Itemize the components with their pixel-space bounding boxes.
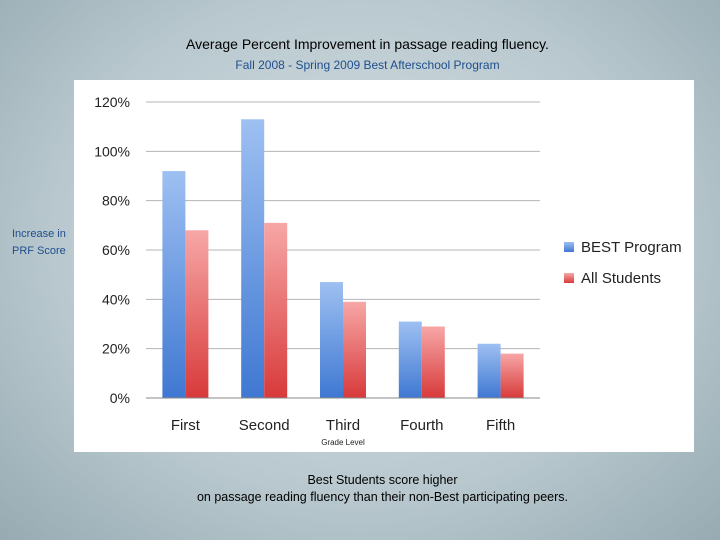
chart-panel: 0% 20% 40% 60% 80% 100% 120% First Second Third Fo… xyxy=(74,80,694,452)
bar-best-program-second xyxy=(241,119,265,398)
bar-chart: 0% 20% 40% 60% 80% 100% 120% First Second Third Fo… xyxy=(94,94,682,447)
legend-label: BEST Program xyxy=(581,239,682,256)
side-label-line-2: PRF Score xyxy=(12,245,66,257)
bar-best-program-third xyxy=(320,282,343,398)
bar-best-program-fifth xyxy=(477,343,501,398)
y-tick-label: 60% xyxy=(102,242,130,258)
x-tick-label: Third xyxy=(326,417,360,434)
y-tick-label: 80% xyxy=(102,193,130,209)
caption-line-1: Best Students score higher xyxy=(307,473,458,487)
caption: Best Students score higher on passage re… xyxy=(0,472,720,506)
caption-line-2: on passage reading fluency than their no… xyxy=(196,490,569,504)
x-tick-label: Fifth xyxy=(486,417,515,434)
bar-all-students-third xyxy=(343,301,366,398)
bar-all-students-fifth xyxy=(500,353,524,398)
x-tick-label: First xyxy=(171,417,201,434)
y-tick-label: 40% xyxy=(102,291,130,307)
y-tick-label: 120% xyxy=(94,94,130,110)
legend-label: All Students xyxy=(581,270,661,287)
x-axis-label: Grade Level xyxy=(321,438,365,447)
y-tick-label: 0% xyxy=(110,390,130,406)
chart-title: Average Percent Improvement in passage r… xyxy=(186,36,549,52)
bar-all-students-first xyxy=(185,230,209,398)
bar-best-program-fourth xyxy=(398,321,422,398)
x-tick-label: Fourth xyxy=(400,417,443,434)
y-axis-side-label: Increase in PRF Score xyxy=(12,226,76,260)
y-tick-label: 100% xyxy=(94,143,130,159)
legend-swatch-best-program xyxy=(564,242,574,252)
bar-best-program-first xyxy=(162,171,186,398)
chart-subtitle: Fall 2008 - Spring 2009 Best Afterschool… xyxy=(235,58,500,72)
bar-all-students-fourth xyxy=(421,326,445,398)
bar-all-students-second xyxy=(264,222,288,398)
legend-swatch-all-students xyxy=(564,273,574,283)
side-label-line-1: Increase in xyxy=(12,228,66,240)
x-tick-label: Second xyxy=(239,417,290,434)
y-tick-label: 20% xyxy=(102,341,130,357)
